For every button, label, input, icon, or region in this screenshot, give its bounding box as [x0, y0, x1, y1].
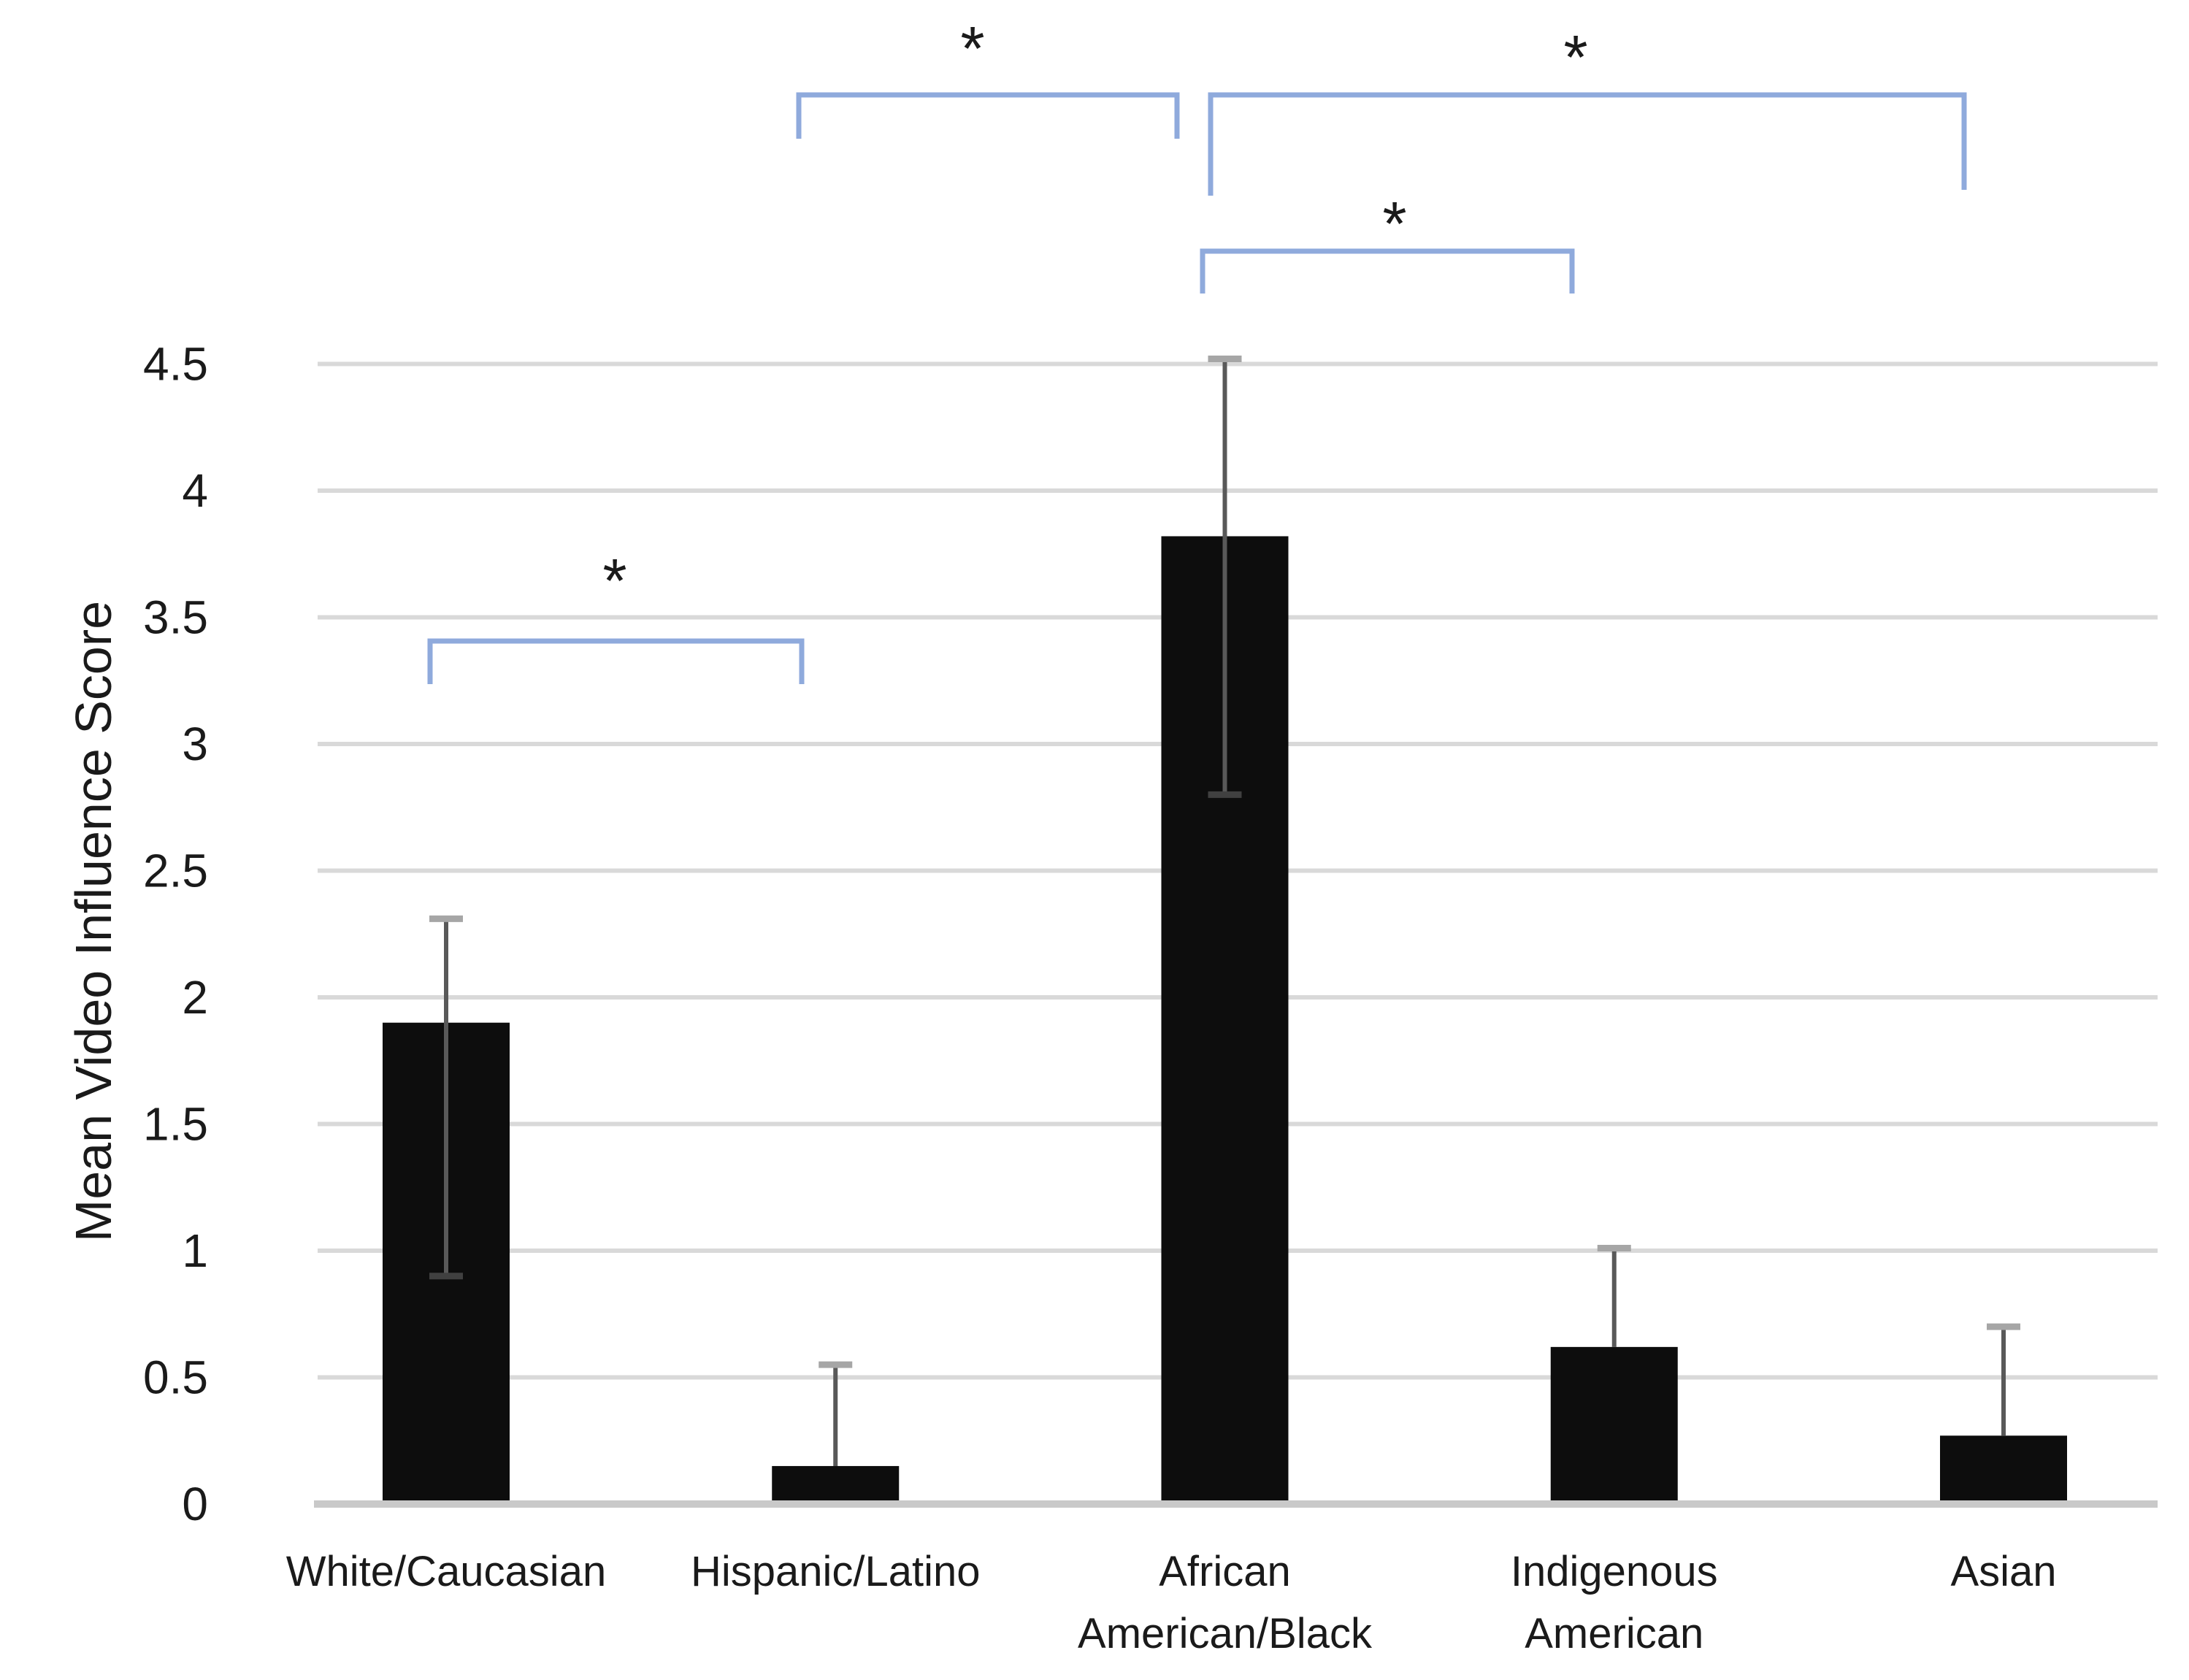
significance-asterisk-hispanic-latino--african-american-black: * — [960, 15, 984, 84]
y-tick-label-3.5: 3.5 — [143, 591, 208, 644]
significance-bracket-hispanic-latino--african-american-black — [796, 92, 1180, 139]
bar-asian — [1940, 1435, 2067, 1504]
y-tick-label-2: 2 — [182, 971, 208, 1024]
y-tick-label-0.5: 0.5 — [143, 1351, 208, 1404]
y-tick-label-2.5: 2.5 — [143, 845, 208, 897]
y-axis-title: Mean Video Influence Score — [65, 601, 122, 1242]
significance-asterisk-african-american-black--asian: * — [1563, 23, 1587, 93]
y-tick-label-3: 3 — [182, 718, 208, 770]
y-tick-label-4: 4 — [182, 464, 208, 517]
x-category-label-indigenous-american-line1: Indigenous — [1511, 1548, 1718, 1595]
y-tick-label-4.5: 4.5 — [143, 338, 208, 391]
significance-asterisk-african-american-black--indigenous-american: * — [1382, 190, 1406, 259]
y-tick-label-1.5: 1.5 — [143, 1098, 208, 1151]
bar-hispanic-latino — [772, 1465, 900, 1504]
x-category-label-hispanic-latino: Hispanic/Latino — [691, 1548, 981, 1595]
significance-bracket-white-caucasian--hispanic-latino — [427, 638, 805, 684]
x-category-label-african-american-black-line1: African — [1159, 1548, 1291, 1595]
x-category-label-african-american-black-line2: American/Black — [1078, 1610, 1373, 1657]
bar-indigenous-american — [1550, 1346, 1678, 1504]
y-tick-label-1: 1 — [182, 1224, 208, 1277]
y-tick-label-0: 0 — [182, 1478, 208, 1530]
significance-bracket-african-american-black--asian — [1208, 92, 1967, 196]
significance-bracket-african-american-black--indigenous-american — [1200, 248, 1575, 294]
x-category-label-asian: Asian — [1950, 1548, 2056, 1595]
x-category-label-indigenous-american-line2: American — [1525, 1610, 1703, 1657]
significance-asterisk-white-caucasian--hispanic-latino: * — [602, 547, 626, 616]
x-category-label-white-caucasian: White/Caucasian — [286, 1548, 606, 1595]
